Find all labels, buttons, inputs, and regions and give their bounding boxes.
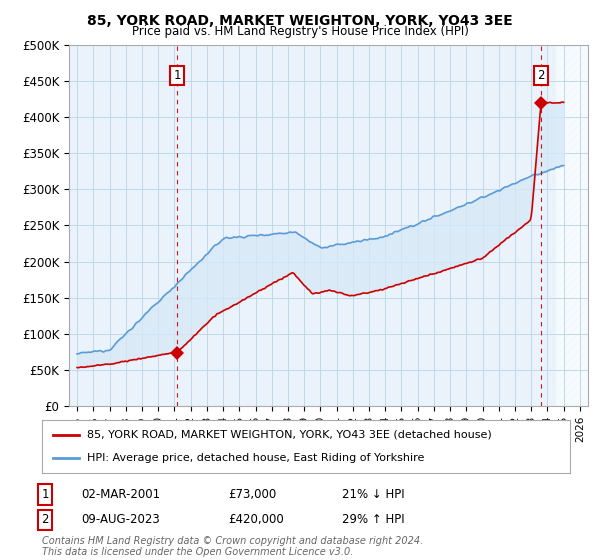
Text: 85, YORK ROAD, MARKET WEIGHTON, YORK, YO43 3EE: 85, YORK ROAD, MARKET WEIGHTON, YORK, YO… <box>87 14 513 28</box>
Text: 29% ↑ HPI: 29% ↑ HPI <box>342 513 404 526</box>
Text: 09-AUG-2023: 09-AUG-2023 <box>81 513 160 526</box>
Text: £420,000: £420,000 <box>228 513 284 526</box>
Text: Price paid vs. HM Land Registry's House Price Index (HPI): Price paid vs. HM Land Registry's House … <box>131 25 469 38</box>
Text: Contains HM Land Registry data © Crown copyright and database right 2024.
This d: Contains HM Land Registry data © Crown c… <box>42 535 423 557</box>
Text: 1: 1 <box>41 488 49 501</box>
Text: 85, YORK ROAD, MARKET WEIGHTON, YORK, YO43 3EE (detached house): 85, YORK ROAD, MARKET WEIGHTON, YORK, YO… <box>87 430 491 440</box>
Text: £73,000: £73,000 <box>228 488 276 501</box>
Text: HPI: Average price, detached house, East Riding of Yorkshire: HPI: Average price, detached house, East… <box>87 453 424 463</box>
Text: 2: 2 <box>41 513 49 526</box>
Text: 1: 1 <box>173 69 181 82</box>
Text: 02-MAR-2001: 02-MAR-2001 <box>81 488 160 501</box>
Text: 2: 2 <box>537 69 545 82</box>
Text: 21% ↓ HPI: 21% ↓ HPI <box>342 488 404 501</box>
